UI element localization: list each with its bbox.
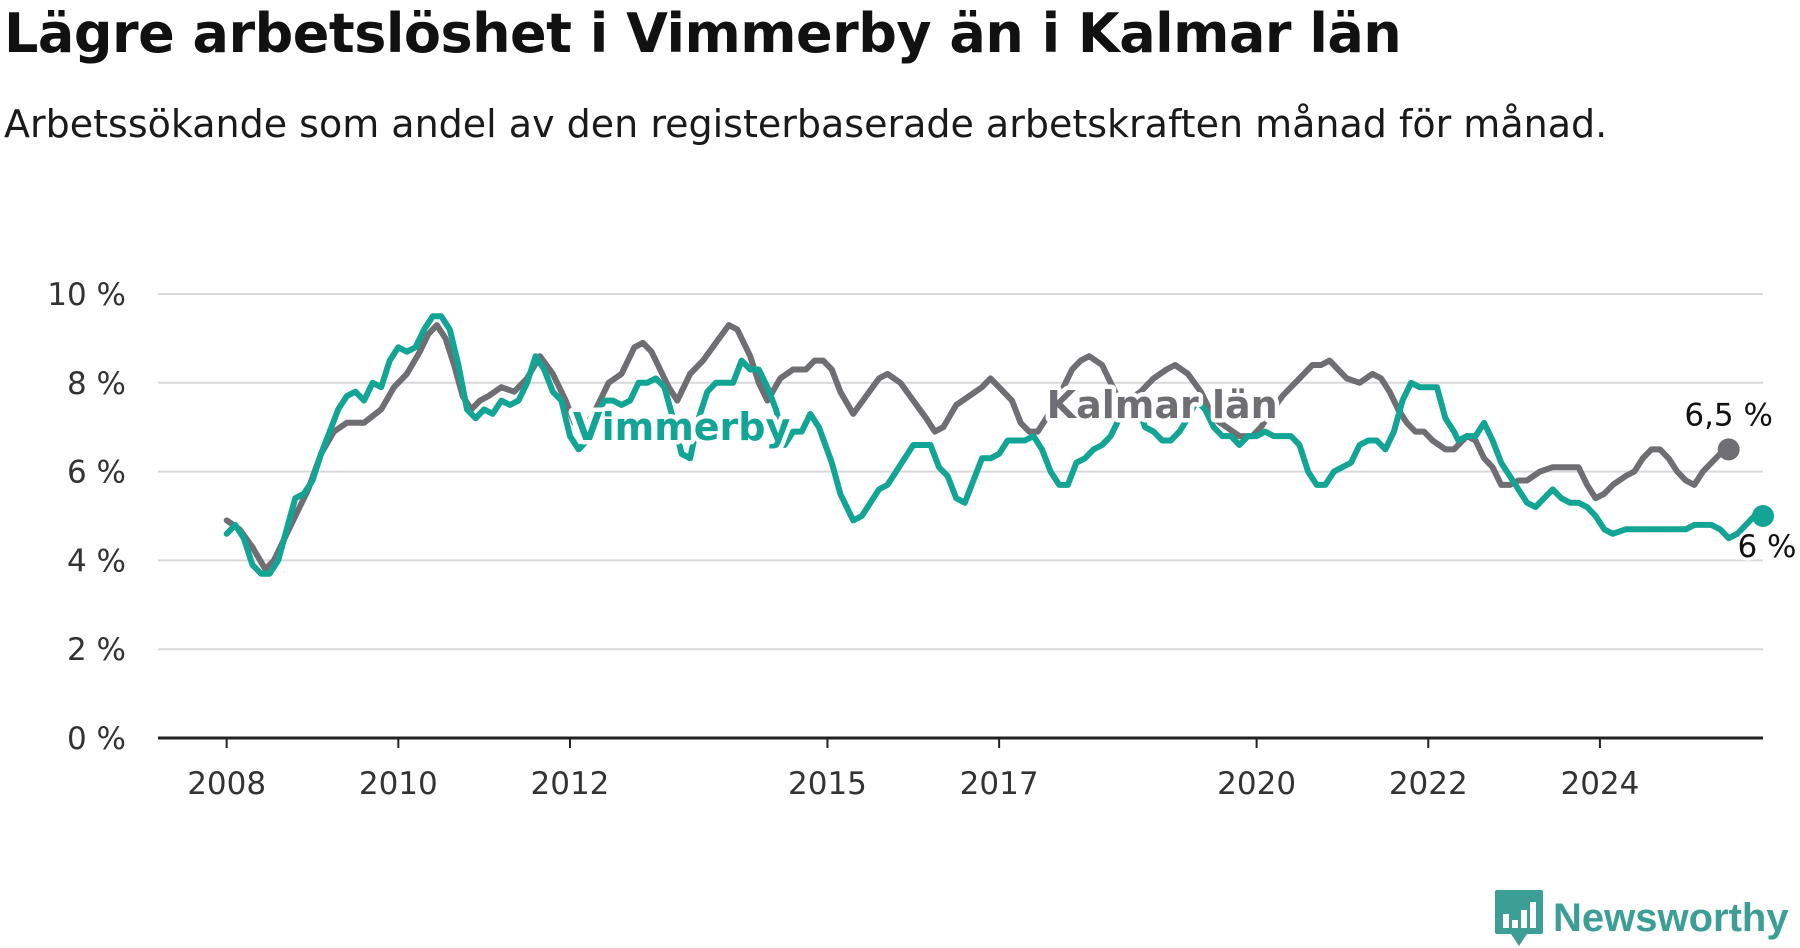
y-tick-label: 10 %	[47, 277, 126, 313]
brand-name: Newsworthy	[1553, 895, 1789, 940]
x-tick-label: 2015	[788, 766, 867, 802]
series-labels: 6,5 % 6 % Vimmerby Kalmar län	[568, 379, 1799, 569]
end-point-vimmerby	[1752, 505, 1774, 527]
series-label-kalmar: Kalmar län	[1047, 383, 1278, 427]
end-value-label: 6,5 %	[1684, 397, 1773, 433]
end-value-label: 6 %	[1737, 529, 1796, 565]
series-label-vimmerby: Vimmerby	[573, 405, 791, 449]
y-tick-label: 6 %	[67, 455, 126, 491]
series-line-vimmerby	[223, 313, 1766, 577]
x-tick-label: 2017	[960, 766, 1039, 802]
x-tick-label: 2010	[359, 766, 438, 802]
y-tick-label: 2 %	[67, 632, 126, 668]
y-tick-label: 4 %	[67, 543, 126, 579]
series-line-kalmar	[223, 322, 1732, 573]
chart-subtitle: Arbetssökande som andel av den registerb…	[4, 102, 1608, 146]
y-axis: 0 % 2 % 4 % 6 % 8 % 10 %	[47, 277, 126, 757]
x-tick-label: 2008	[187, 766, 266, 802]
y-tick-label: 0 %	[67, 721, 126, 757]
brand-logo: Newsworthy	[1493, 888, 1789, 948]
x-axis: 2008 2010 2012 2015 2017 2020 2022 2024	[158, 736, 1763, 802]
x-tick-label: 2020	[1217, 766, 1296, 802]
bar-chart-speech-bubble-icon	[1495, 890, 1543, 946]
x-tick-label: 2024	[1560, 766, 1639, 802]
series-lines	[223, 313, 1774, 577]
x-tick-label: 2022	[1389, 766, 1468, 802]
line-chart: 0 % 2 % 4 % 6 % 8 % 10 % 2008 2010 2012 2015 2017…	[47, 277, 1799, 802]
end-point-kalmar	[1717, 438, 1740, 461]
chart-title: Lägre arbetslöshet i Vimmerby än i Kalma…	[4, 2, 1402, 65]
x-tick-label: 2012	[531, 766, 610, 802]
y-tick-label: 8 %	[67, 366, 126, 402]
